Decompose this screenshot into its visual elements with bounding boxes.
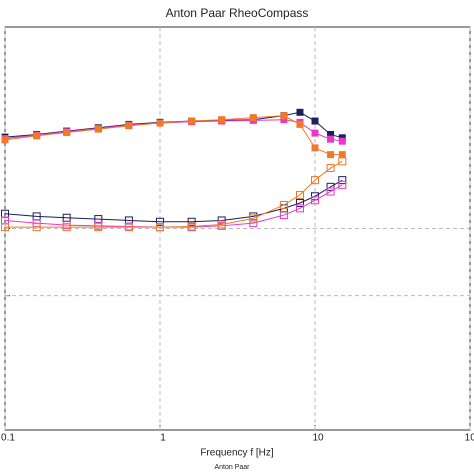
marker xyxy=(279,211,288,220)
marker xyxy=(326,187,335,196)
series-line xyxy=(4,184,343,228)
marker xyxy=(188,117,196,125)
marker xyxy=(327,151,335,159)
marker xyxy=(296,120,304,128)
marker xyxy=(279,200,288,209)
marker xyxy=(32,219,41,228)
x-tick-label: 1 xyxy=(160,433,166,444)
marker xyxy=(311,176,319,185)
marker xyxy=(1,223,9,232)
marker xyxy=(124,223,133,232)
series-line xyxy=(4,119,343,142)
marker xyxy=(94,223,103,232)
series-line xyxy=(5,160,343,228)
marker xyxy=(327,130,335,138)
marker xyxy=(311,196,319,205)
marker xyxy=(33,132,41,140)
marker xyxy=(249,214,258,223)
marker xyxy=(295,190,304,199)
marker xyxy=(249,114,257,122)
marker xyxy=(311,144,319,152)
marker xyxy=(311,129,319,137)
series-line xyxy=(4,115,343,156)
marker xyxy=(295,204,304,213)
marker xyxy=(338,137,346,145)
marker xyxy=(296,108,304,116)
series-line xyxy=(4,179,343,223)
footer: Anton Paar xyxy=(214,464,250,471)
marker xyxy=(62,223,71,232)
marker xyxy=(338,176,347,185)
marker xyxy=(295,198,304,207)
x-tick-label: 100 xyxy=(465,433,474,444)
marker xyxy=(94,125,102,133)
marker xyxy=(1,136,9,144)
marker xyxy=(326,164,335,173)
marker xyxy=(338,180,347,189)
chart-title: Anton Paar RheoCompass xyxy=(166,6,309,20)
marker xyxy=(156,119,164,127)
marker xyxy=(311,117,319,125)
x-tick-label: 0.1 xyxy=(1,433,15,444)
marker xyxy=(32,223,41,232)
marker xyxy=(338,151,346,159)
marker xyxy=(187,217,196,226)
marker xyxy=(63,128,71,136)
marker xyxy=(326,182,335,191)
marker xyxy=(218,116,226,124)
marker xyxy=(156,217,164,226)
marker xyxy=(187,222,196,231)
marker xyxy=(249,219,258,228)
x-axis-label: Frequency f [Hz] xyxy=(200,448,274,459)
x-tick-label: 10 xyxy=(312,433,324,444)
marker xyxy=(156,223,164,232)
marker xyxy=(280,116,288,124)
marker xyxy=(280,112,288,120)
marker xyxy=(125,122,133,130)
marker xyxy=(327,135,335,143)
marker xyxy=(217,220,226,229)
marker xyxy=(338,157,347,166)
marker xyxy=(217,216,226,225)
